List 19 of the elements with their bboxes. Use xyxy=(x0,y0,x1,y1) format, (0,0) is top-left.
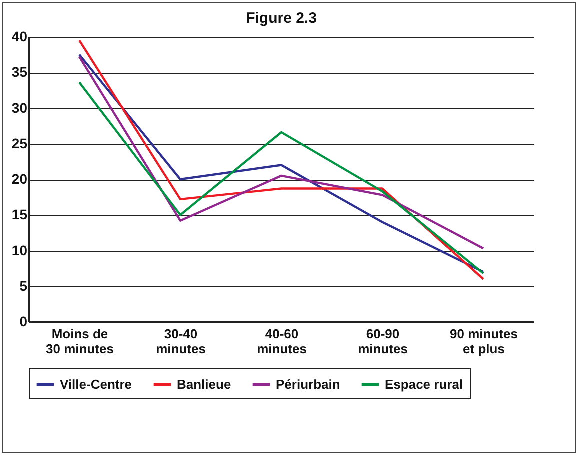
legend-label: Banlieue xyxy=(177,376,232,392)
y-tick-label: 10 xyxy=(12,242,28,258)
x-tick-label: 40-60 minutes xyxy=(257,326,307,356)
y-tick-label: 35 xyxy=(12,64,28,80)
chart-title: Figure 2.3 xyxy=(246,10,317,27)
y-tick-label: 30 xyxy=(12,100,28,116)
x-tick-label: 90 minutes et plus xyxy=(450,326,518,356)
y-tick-label: 20 xyxy=(12,171,28,187)
y-tick-label: 5 xyxy=(20,278,28,294)
y-tick-label: 0 xyxy=(20,314,28,330)
y-tick-label: 25 xyxy=(12,135,28,152)
legend-label: Ville-Centre xyxy=(60,376,132,392)
legend-label: Espace rural xyxy=(385,376,464,392)
x-tick-label: Moins de 30 minutes xyxy=(46,326,114,356)
y-tick-label: 15 xyxy=(12,206,28,223)
x-tick-label: 60-90 minutes xyxy=(358,326,408,356)
x-tick-label: 30-40 minutes xyxy=(156,326,206,356)
legend-label: Périurbain xyxy=(276,376,340,392)
y-tick-label: 40 xyxy=(12,28,28,44)
